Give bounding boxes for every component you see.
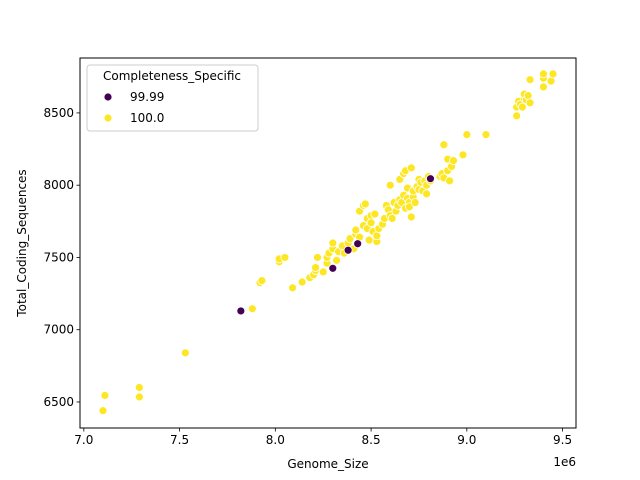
data-point-100-0 bbox=[404, 202, 414, 212]
data-point-100-0 bbox=[385, 180, 395, 190]
data-point-100-0 bbox=[539, 69, 548, 79]
data-point-100-0 bbox=[288, 283, 297, 293]
legend: Completeness_Specific 99.99 100.0 bbox=[86, 64, 259, 132]
x-tick-label: 8.0 bbox=[266, 433, 285, 447]
data-point-100-0 bbox=[311, 263, 320, 272]
legend-title: Completeness_Specific bbox=[103, 69, 241, 83]
data-point-100-0 bbox=[546, 76, 556, 86]
data-point-100-0 bbox=[525, 98, 535, 108]
data-point-100-0 bbox=[517, 102, 527, 112]
y-tick-label: 7000 bbox=[43, 323, 74, 337]
data-point-100-0 bbox=[548, 69, 558, 79]
y-axis-label: Total_Coding_Sequences bbox=[15, 169, 29, 317]
data-point-100-0 bbox=[332, 255, 342, 265]
legend-marker-99-99 bbox=[103, 92, 113, 102]
legend-box bbox=[86, 64, 259, 132]
data-point-100-0 bbox=[257, 276, 267, 285]
data-point-100-0 bbox=[406, 212, 416, 222]
data-point-100-0 bbox=[345, 234, 355, 244]
data-point-100-0 bbox=[458, 150, 468, 160]
data-point-100-0 bbox=[351, 225, 361, 235]
plot-frame bbox=[79, 57, 577, 429]
data-point-100-0 bbox=[410, 198, 420, 207]
data-point-100-0 bbox=[98, 406, 108, 416]
legend-label-100-0: 100.0 bbox=[130, 111, 164, 125]
data-point-99-99 bbox=[353, 239, 363, 249]
legend-label-99-99: 99.99 bbox=[130, 90, 164, 104]
data-point-100-0 bbox=[523, 91, 533, 100]
data-point-100-0 bbox=[445, 176, 455, 186]
data-point-99-99 bbox=[236, 306, 246, 316]
data-point-100-0 bbox=[360, 199, 370, 209]
x-axis-ticks: 7.0 7.5 8.0 8.5 9.0 9.5 bbox=[74, 428, 572, 447]
data-point-100-0 bbox=[134, 383, 144, 392]
y-tick-label: 8000 bbox=[43, 178, 74, 192]
data-point-100-0 bbox=[318, 267, 328, 277]
y-tick-label: 6500 bbox=[43, 395, 74, 409]
data-point-99-99 bbox=[328, 263, 338, 273]
data-point-100-0 bbox=[280, 253, 290, 262]
data-point-100-0 bbox=[100, 391, 110, 400]
y-tick-label: 7500 bbox=[43, 250, 74, 264]
data-point-100-0 bbox=[370, 209, 380, 219]
x-offset-label: 1e6 bbox=[553, 455, 576, 469]
data-point-100-0 bbox=[328, 238, 338, 248]
data-point-100-0 bbox=[525, 75, 535, 85]
data-point-100-0 bbox=[422, 189, 432, 199]
data-point-99-99 bbox=[426, 174, 435, 184]
data-point-100-0 bbox=[406, 163, 416, 173]
x-tick-label: 7.5 bbox=[170, 433, 189, 447]
y-tick-label: 8500 bbox=[43, 106, 74, 120]
data-point-100-0 bbox=[462, 130, 472, 140]
data-point-100-0 bbox=[366, 218, 376, 228]
data-point-100-0 bbox=[439, 140, 449, 150]
data-point-100-0 bbox=[297, 277, 307, 287]
data-point-100-0 bbox=[372, 231, 382, 241]
x-tick-label: 9.0 bbox=[457, 433, 476, 447]
data-point-100-0 bbox=[481, 130, 491, 140]
data-point-100-0 bbox=[180, 348, 190, 358]
data-point-100-0 bbox=[387, 214, 397, 223]
x-tick-label: 8.5 bbox=[362, 433, 381, 447]
data-point-100-0 bbox=[364, 235, 374, 245]
x-axis-label: Genome_Size bbox=[287, 457, 368, 471]
data-point-100-0 bbox=[512, 111, 522, 121]
legend-marker-100-0 bbox=[103, 113, 113, 123]
points-layer bbox=[98, 69, 558, 416]
x-tick-label: 7.0 bbox=[74, 433, 93, 447]
data-point-100-0 bbox=[247, 304, 257, 314]
data-point-100-0 bbox=[313, 253, 322, 262]
y-axis-ticks: 6500 7000 7500 8000 8500 bbox=[43, 106, 80, 409]
data-point-99-99 bbox=[343, 245, 353, 255]
data-point-100-0 bbox=[449, 156, 458, 166]
x-tick-label: 9.5 bbox=[553, 433, 572, 447]
data-point-100-0 bbox=[539, 82, 548, 92]
data-point-100-0 bbox=[134, 392, 144, 402]
